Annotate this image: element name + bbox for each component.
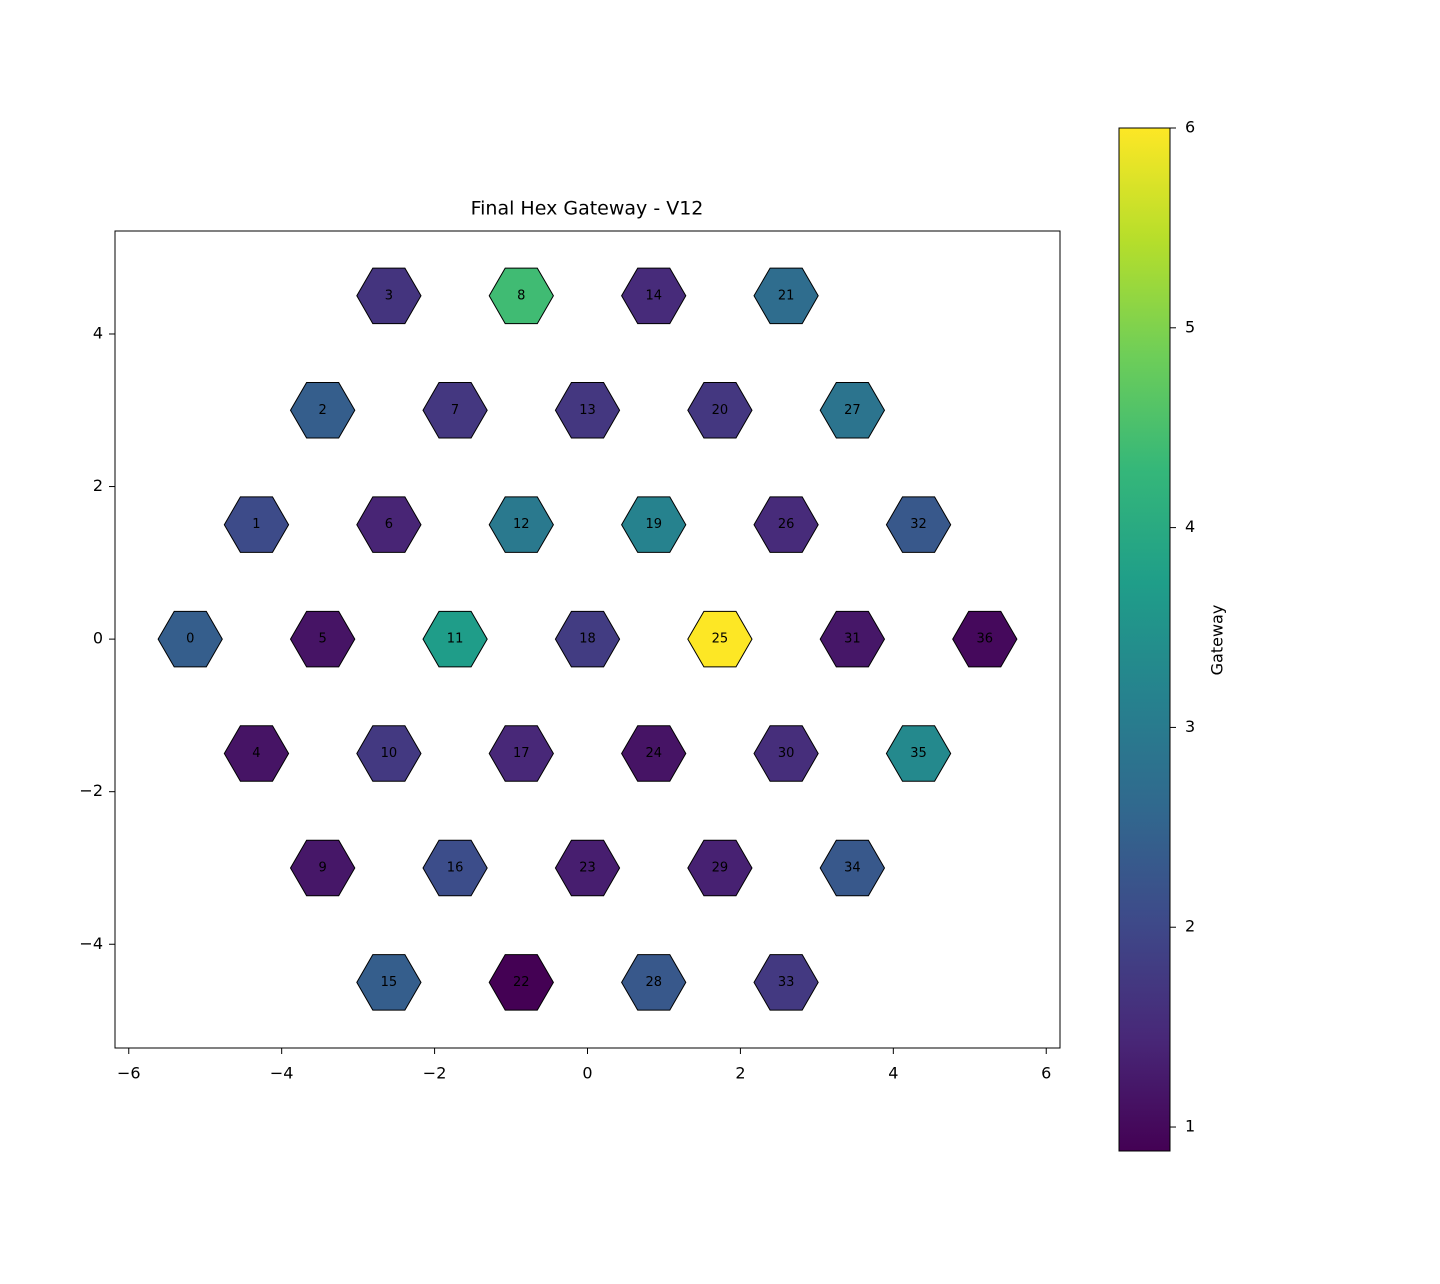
hex-label: 9	[319, 860, 327, 875]
hex-label: 25	[712, 632, 729, 647]
hex	[488, 267, 554, 325]
hex	[554, 382, 621, 439]
colorbar-tick-label: 3	[1185, 717, 1195, 736]
colorbar-tick-label: 6	[1185, 118, 1195, 137]
hex	[289, 382, 356, 439]
hex-label: 13	[579, 403, 596, 418]
hex-label: 5	[319, 632, 327, 647]
x-tick-label: 2	[735, 1064, 745, 1083]
hex-label: 26	[778, 517, 795, 532]
hex	[422, 839, 488, 897]
hex	[356, 496, 422, 553]
hex-label: 20	[712, 403, 729, 418]
hex	[356, 954, 422, 1011]
hex	[819, 839, 886, 897]
hex-label: 10	[381, 746, 398, 761]
hex-label: 23	[579, 860, 596, 875]
hex-label: 36	[976, 632, 993, 647]
hex-label: 29	[712, 860, 729, 875]
y-tick-label: −4	[79, 934, 103, 953]
hex-label: 15	[381, 975, 398, 990]
hex	[621, 267, 687, 325]
hex-label: 30	[778, 746, 795, 761]
hex-label: 1	[252, 517, 260, 532]
x-tick-label: 0	[582, 1064, 592, 1083]
hex	[356, 725, 422, 782]
hex	[422, 382, 488, 439]
hex	[289, 610, 356, 668]
hex-label: 24	[645, 746, 662, 761]
hex	[356, 267, 422, 325]
x-tick-label: −6	[117, 1064, 141, 1083]
chart-title: Final Hex Gateway - V12	[471, 198, 704, 220]
hex	[289, 839, 356, 897]
hex	[422, 610, 488, 668]
hex-label: 3	[385, 288, 393, 303]
x-tick-label: −4	[270, 1064, 294, 1083]
hex-label: 27	[844, 403, 861, 418]
hex-label: 0	[186, 632, 194, 647]
colorbar-label: Gateway	[1208, 605, 1227, 676]
hex	[687, 839, 753, 897]
hex	[819, 382, 886, 439]
hex	[885, 496, 952, 553]
hex-label: 6	[385, 517, 393, 532]
hex	[753, 267, 819, 325]
hex-label: 35	[910, 746, 927, 761]
y-tick-label: 2	[93, 476, 103, 495]
x-tick-label: −2	[423, 1064, 447, 1083]
hex	[554, 839, 621, 897]
hex-label: 32	[910, 517, 927, 532]
colorbar-tick-label: 2	[1185, 917, 1195, 936]
hex	[488, 496, 554, 553]
hex	[687, 382, 753, 439]
hex	[952, 610, 1018, 668]
hex-label: 28	[645, 975, 662, 990]
hex	[554, 610, 621, 668]
hex	[819, 610, 886, 668]
hex-label: 21	[778, 288, 795, 303]
x-tick-label: 6	[1041, 1064, 1051, 1083]
hex	[753, 954, 819, 1011]
hex	[488, 954, 554, 1011]
hex-label: 22	[513, 975, 530, 990]
hex	[885, 725, 952, 782]
hex-label: 33	[778, 975, 795, 990]
hex	[223, 725, 290, 782]
y-tick-label: 0	[93, 629, 103, 648]
hex-label: 19	[645, 517, 662, 532]
colorbar-tick-label: 1	[1185, 1117, 1195, 1136]
hex	[687, 610, 753, 668]
x-tick-label: 4	[888, 1064, 898, 1083]
hex	[621, 954, 687, 1011]
hex-label: 11	[447, 632, 464, 647]
hex-label: 8	[517, 288, 525, 303]
hex-label: 12	[513, 517, 530, 532]
y-tick-label: 4	[93, 323, 103, 342]
colorbar	[1118, 127, 1171, 1152]
hex	[753, 496, 819, 553]
hex	[488, 725, 554, 782]
hex-label: 17	[513, 746, 530, 761]
hex-label: 16	[447, 860, 464, 875]
colorbar-tick-label: 4	[1185, 517, 1195, 536]
hex	[621, 496, 687, 553]
hex	[753, 725, 819, 782]
hex-label: 18	[579, 632, 596, 647]
hex-label: 31	[844, 632, 861, 647]
colorbar-tick-label: 5	[1185, 317, 1195, 336]
hex-label: 4	[252, 746, 260, 761]
hex-label: 2	[319, 403, 327, 418]
hex	[621, 725, 687, 782]
hex	[157, 610, 223, 668]
hex	[223, 496, 290, 553]
hex-label: 34	[844, 860, 861, 875]
hex-label: 7	[451, 403, 459, 418]
hex-label: 14	[645, 288, 662, 303]
y-tick-label: −2	[79, 781, 103, 800]
